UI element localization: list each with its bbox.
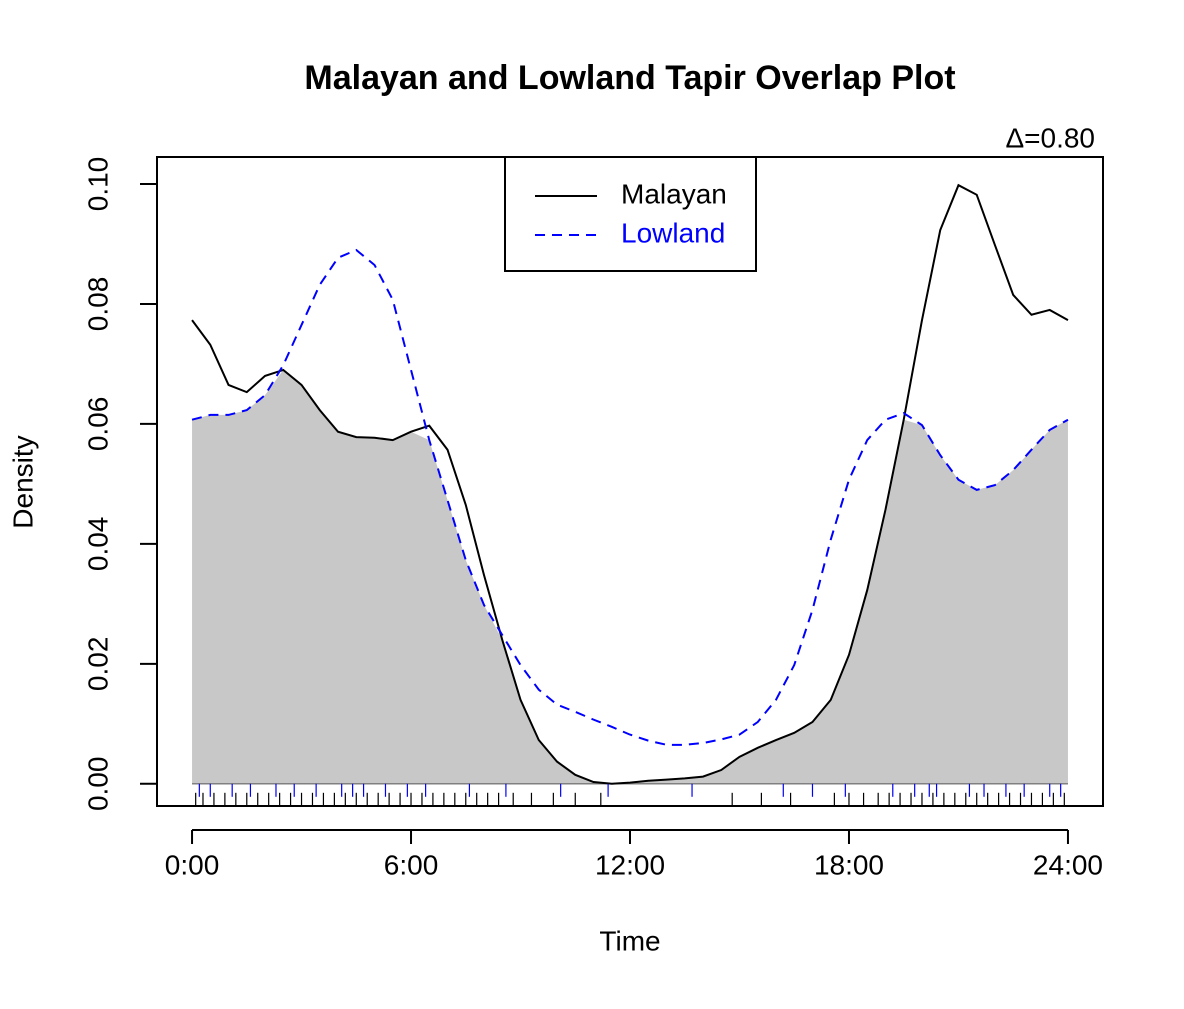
legend-box [504, 156, 757, 272]
x-tick-label: 24:00 [1033, 849, 1103, 880]
x-tick-label: 0:00 [165, 849, 220, 880]
density-line [191, 183, 1069, 785]
y-tick-label: 0.00 [82, 757, 113, 812]
overlap-area [192, 369, 1068, 784]
y-tick-label: 0.08 [82, 277, 113, 332]
x-axis-title: Time [599, 925, 660, 956]
legend-label: Lowland [621, 217, 725, 248]
annotation: Δ=0.80 [1005, 122, 1095, 153]
chart-title: Malayan and Lowland Tapir Overlap Plot [304, 59, 955, 97]
x-tick-label: 6:00 [384, 849, 439, 880]
y-tick-label: 0.06 [82, 397, 113, 452]
y-tick-label: 0.02 [82, 637, 113, 692]
density-line [191, 248, 1069, 746]
x-tick-label: 18:00 [814, 849, 884, 880]
y-axis-title: Density [7, 435, 38, 528]
legend-label: Malayan [621, 178, 727, 209]
y-tick-label: 0.10 [82, 157, 113, 212]
y-tick-label: 0.04 [82, 517, 113, 572]
x-tick-label: 12:00 [595, 849, 665, 880]
